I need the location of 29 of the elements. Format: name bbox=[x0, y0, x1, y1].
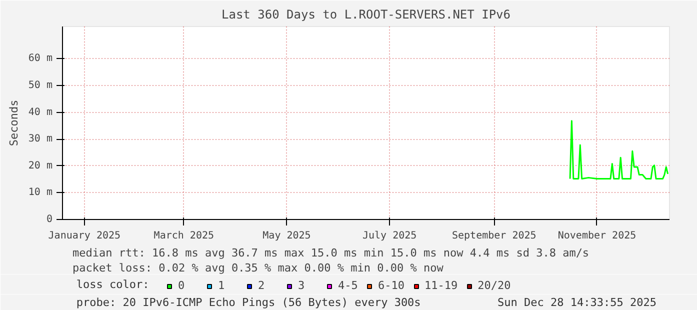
y-tick-label: 0 bbox=[46, 214, 53, 225]
x-tick-label: March 2025 bbox=[154, 230, 214, 242]
x-tick-label: January 2025 bbox=[48, 230, 121, 242]
legend-label: 3 bbox=[298, 279, 306, 292]
text: Sun Dec 28 14:33:55 2025 bbox=[497, 296, 656, 309]
text: packet loss: 0.02 % avg 0.35 % max 0.00 % min 0.00 % now bbox=[72, 262, 444, 274]
y-tick-label: 30 m bbox=[28, 134, 53, 145]
chart-title: Last 360 Days to L.ROOT-SERVERS.NET IPv6 bbox=[222, 8, 510, 22]
y-tick-label: 10 m bbox=[28, 187, 53, 198]
x-tick-label: July 2025 bbox=[362, 230, 417, 242]
legend-label: 0 bbox=[178, 279, 186, 292]
line-series bbox=[569, 120, 669, 180]
legend-title: loss color: bbox=[76, 278, 150, 291]
y-tick-label: 20 m bbox=[28, 160, 53, 172]
text: probe: 20 IPv6-ICMP Echo Pings (56 Bytes) every 300s bbox=[76, 296, 421, 309]
text: median rtt: 16.8 ms avg 36.7 ms max 15.0 ms min 15.0 ms now 4.4 ms sd 3.8 am/s bbox=[72, 246, 590, 260]
legend-label: 4-5 bbox=[338, 279, 358, 292]
legend-label: 11-19 bbox=[424, 279, 458, 292]
x-tick-label: November 2025 bbox=[558, 230, 636, 242]
legend-label: 20/20 bbox=[478, 279, 511, 292]
x-tick-label: September 2025 bbox=[452, 230, 536, 242]
y-axis-title: Seconds bbox=[7, 100, 20, 146]
y-tick-label: 60 m bbox=[28, 53, 53, 64]
x-tick-label: May 2025 bbox=[262, 230, 311, 242]
y-tick-label: 50 m bbox=[28, 80, 53, 91]
y-tick-label: 40 m bbox=[28, 106, 53, 118]
legend-label: 6-10 bbox=[378, 279, 404, 292]
legend-label: 1 bbox=[218, 279, 226, 292]
legend-label: 2 bbox=[258, 279, 266, 292]
